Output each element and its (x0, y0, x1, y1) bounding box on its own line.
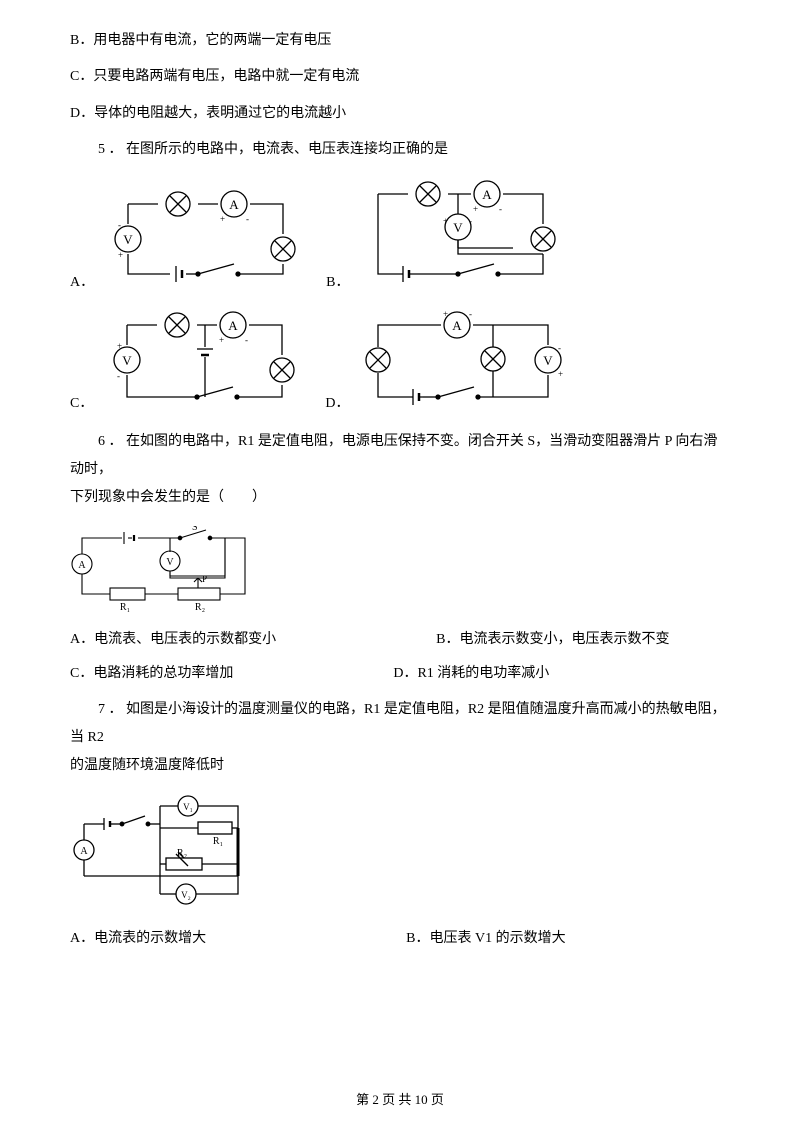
q5-diagram-b: A + - V + - (353, 176, 563, 291)
svg-text:-: - (118, 220, 121, 230)
svg-text:R₂: R₂ (195, 602, 205, 613)
svg-text:+: + (443, 309, 448, 319)
q7-text: 7 ． 如图是小海设计的温度测量仪的电路，R1 是定值电阻，R2 是阻值随温度升… (70, 696, 730, 780)
q5-diagram-d: A + - V - (353, 307, 573, 412)
svg-text:A: A (80, 846, 88, 857)
q4-option-c: C．只要电路两端有电压，电路中就一定有电流 (70, 66, 730, 88)
q6-option-c: C．电路消耗的总功率增加 (70, 662, 233, 682)
svg-text:+: + (220, 214, 225, 224)
q5-row1: A． (70, 176, 730, 291)
svg-text:A: A (229, 318, 239, 333)
q5-diagram-c: A + - (97, 307, 297, 412)
q6-options-row2: C．电路消耗的总功率增加 D．R1 消耗的电功率减小 (70, 662, 730, 682)
q5-label-d: D． (325, 392, 349, 412)
svg-text:-: - (499, 204, 502, 214)
svg-text:+: + (473, 204, 478, 214)
svg-text:A: A (78, 560, 86, 571)
svg-text:-: - (558, 343, 561, 353)
q6-option-b: B．电流表示数变小，电压表示数不变 (436, 628, 669, 648)
svg-text:V: V (166, 557, 174, 568)
q6-diagram: S V A R₁ P R₂ (70, 526, 730, 616)
svg-text:-: - (246, 214, 249, 224)
q5-diagram-a: A + - (98, 186, 298, 291)
q7-option-b: B．电压表 V1 的示数增大 (406, 927, 565, 947)
svg-text:V₂: V₂ (181, 890, 191, 900)
svg-text:V₁: V₁ (183, 802, 193, 812)
svg-text:-: - (469, 216, 472, 226)
q5-row2: C． A + (70, 307, 730, 412)
svg-text:V: V (544, 353, 554, 368)
svg-text:+: + (118, 250, 123, 260)
svg-text:+: + (219, 335, 224, 345)
q5-label-a: A． (70, 271, 94, 291)
q7-options-row1: A．电流表的示数增大 B．电压表 V1 的示数增大 (70, 927, 730, 947)
svg-text:R₁: R₁ (213, 836, 223, 847)
svg-text:P: P (202, 574, 207, 584)
q5-label-c: C． (70, 392, 93, 412)
svg-text:S: S (192, 526, 198, 533)
svg-text:-: - (245, 335, 248, 345)
svg-text:+: + (558, 369, 563, 379)
q6-option-d: D．R1 消耗的电功率减小 (393, 662, 549, 682)
svg-text:V: V (454, 220, 464, 235)
svg-text:+: + (443, 216, 448, 226)
q5-label-b: B． (326, 271, 349, 291)
svg-text:R₂: R₂ (177, 848, 187, 859)
q6-option-a: A．电流表、电压表的示数都变小 (70, 628, 276, 648)
q7-option-a: A．电流表的示数增大 (70, 927, 206, 947)
svg-text:+: + (117, 341, 122, 351)
svg-text:-: - (117, 371, 120, 381)
svg-text:R₁: R₁ (120, 602, 130, 613)
q5-text: 5 ． 在图所示的电路中，电流表、电压表连接均正确的是 (70, 139, 730, 161)
svg-text:V: V (123, 232, 133, 247)
svg-text:A: A (229, 197, 239, 212)
q4-option-b: B．用电器中有电流，它的两端一定有电压 (70, 30, 730, 52)
svg-text:V: V (123, 353, 133, 368)
page-footer: 第 2 页 共 10 页 (0, 1089, 800, 1108)
svg-text:A: A (453, 318, 463, 333)
svg-text:-: - (469, 309, 472, 319)
q6-text: 6 ． 在如图的电路中，R1 是定值电阻，电源电压保持不变。闭合开关 S，当滑动… (70, 428, 730, 512)
q7-diagram: A V₁ (70, 794, 730, 909)
svg-text:A: A (483, 187, 493, 202)
q6-options-row1: A．电流表、电压表的示数都变小 B．电流表示数变小，电压表示数不变 (70, 628, 730, 648)
q4-option-d: D．导体的电阻越大，表明通过它的电流越小 (70, 103, 730, 125)
